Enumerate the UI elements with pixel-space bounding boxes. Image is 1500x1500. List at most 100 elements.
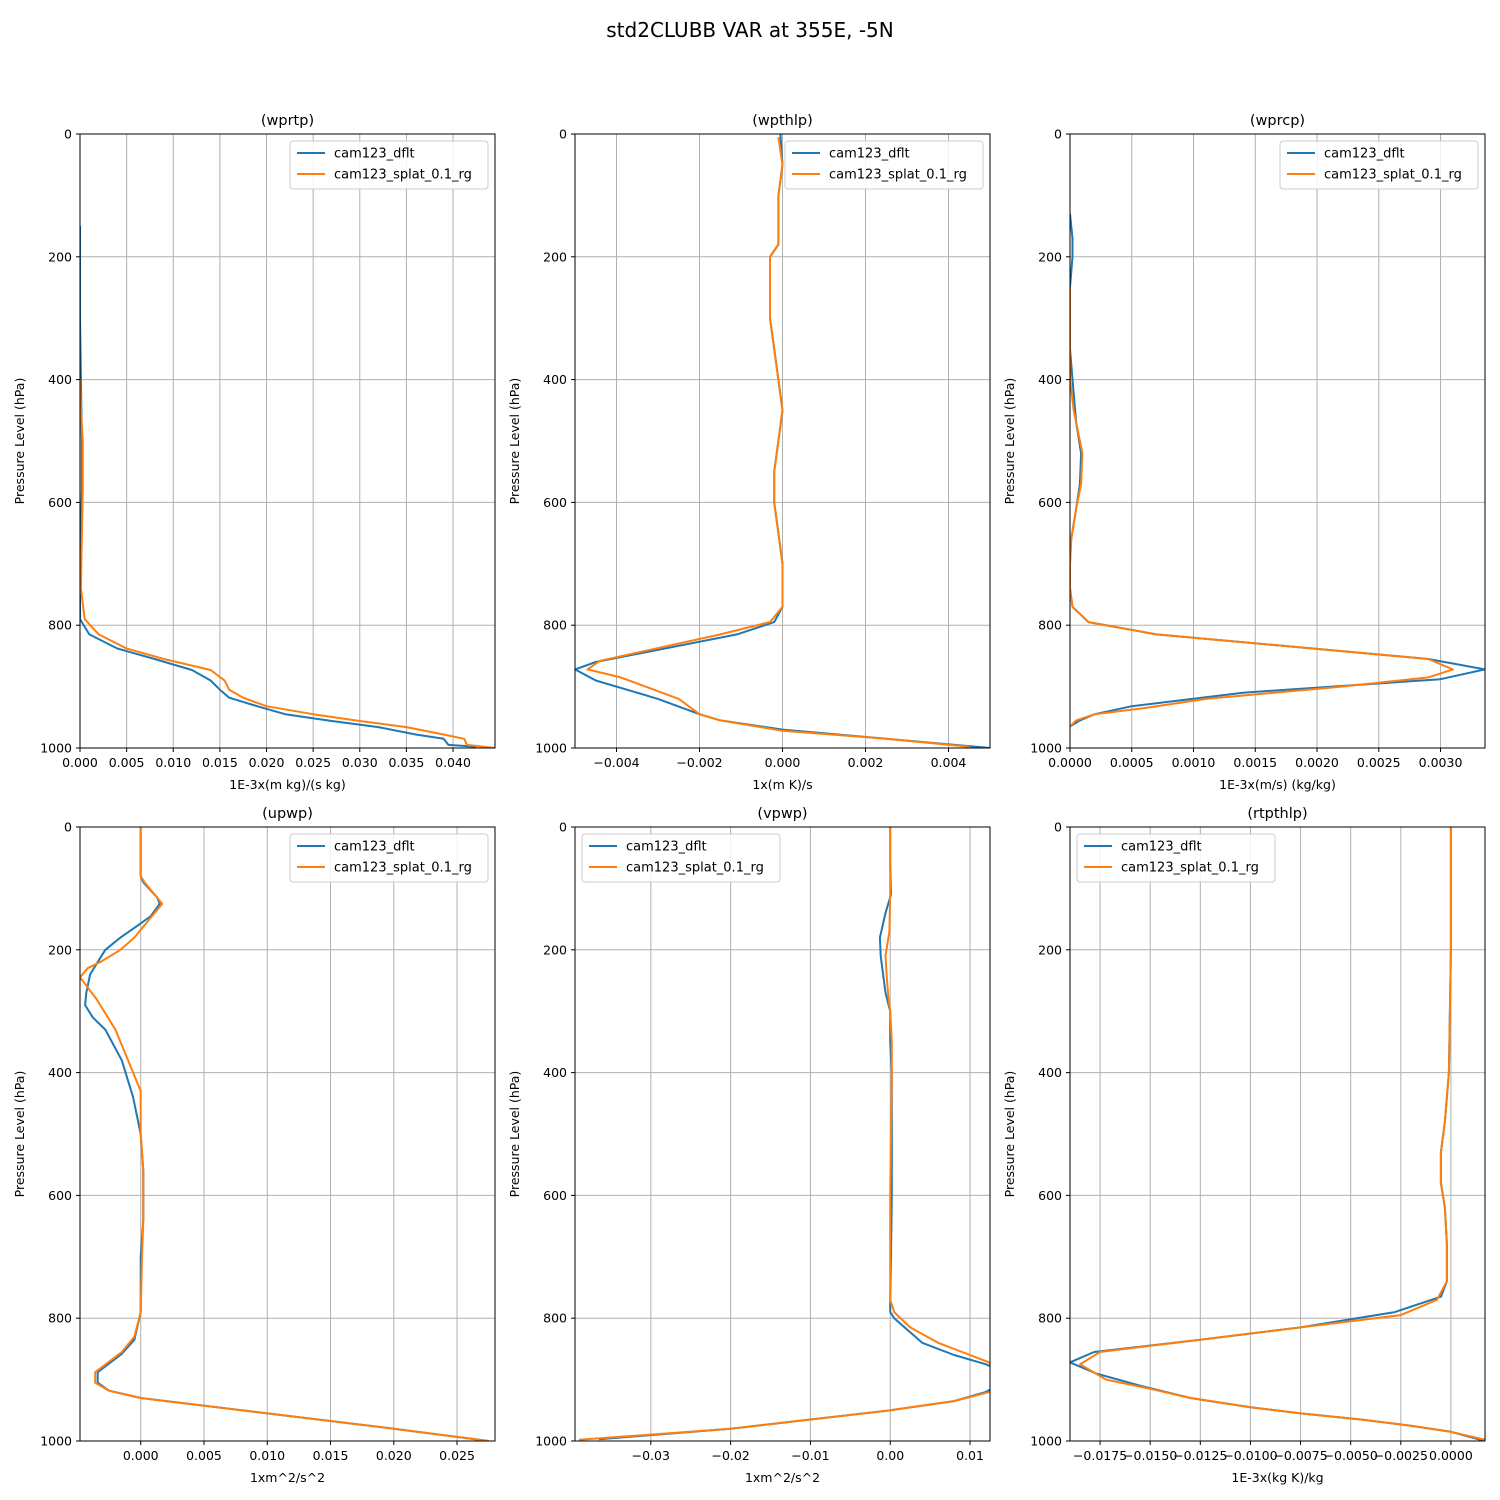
- chart-panel-6: −0.0175−0.0150−0.0125−0.0100−0.0075−0.00…: [1002, 806, 1486, 1485]
- y-tick-label: 800: [543, 618, 567, 633]
- figure-title: std2CLUBB VAR at 355E, -5N: [606, 18, 893, 42]
- y-tick-label: 600: [1038, 1188, 1062, 1203]
- y-tick-label: 0: [1054, 820, 1062, 835]
- x-tick-label: −0.0025: [1374, 1448, 1428, 1463]
- x-axis-label: 1xm^2/s^2: [250, 1470, 325, 1485]
- legend-label: cam123_splat_0.1_rg: [1324, 168, 1462, 183]
- x-tick-label: 0.0030: [1419, 755, 1463, 770]
- chart-panel-5: −0.03 −0.02 −0.01 0.00 0.01 0 200 400 600 800 1000…: [507, 806, 991, 1485]
- x-axis-label: 1E-3x(m/s) (kg/kg): [1219, 777, 1336, 792]
- legend-box: [1076, 833, 1276, 883]
- panel-title: (vpwp): [757, 806, 807, 822]
- panel-title: (wpthlp): [752, 113, 813, 129]
- y-tick-label: 200: [1038, 249, 1062, 264]
- y-tick-label: 0: [64, 820, 72, 835]
- panel-title: (rtpthlp): [1247, 806, 1307, 822]
- x-tick-label: 0.015: [202, 755, 238, 770]
- y-tick-label: 800: [1038, 1311, 1062, 1326]
- chart-panel-1: 0.000 0.005 0.010 0.015 0.020 0.025 0.030 0.035…: [12, 113, 496, 792]
- y-tick-label: 0: [559, 127, 567, 142]
- x-tick-label: −0.002: [676, 755, 722, 770]
- x-tick-label: −0.0050: [1324, 1448, 1378, 1463]
- x-tick-label: 0.030: [342, 755, 378, 770]
- legend-label: cam123_dflt: [626, 840, 707, 855]
- y-tick-label: 600: [48, 495, 72, 510]
- chart-panel-4: 0.000 0.005 0.010 0.015 0.020 0.025 0 200 400 600…: [12, 806, 496, 1485]
- y-tick-label: 0: [64, 127, 72, 142]
- legend: cam123_dflt cam123_splat_0.1_rg: [289, 833, 489, 883]
- x-axis-label: 1xm^2/s^2: [745, 1470, 820, 1485]
- y-tick-label: 0: [1054, 127, 1062, 142]
- y-tick-label: 0: [559, 820, 567, 835]
- x-tick-label: 0.0020: [1295, 755, 1339, 770]
- x-tick-label: −0.01: [791, 1448, 829, 1463]
- y-axis-label: Pressure Level (hPa): [507, 1071, 522, 1198]
- legend-box: [289, 140, 489, 190]
- x-axis-label: 1x(m K)/s: [752, 777, 812, 792]
- axes-frame: [1069, 133, 1486, 749]
- axes-frame: [79, 826, 496, 1442]
- legend-label: cam123_dflt: [334, 147, 415, 162]
- x-tick-label: 0.010: [155, 755, 191, 770]
- x-tick-label: −0.03: [632, 1448, 670, 1463]
- series-line-cam123_splat_0.1_rg: [578, 827, 990, 1441]
- x-tick-label: 0.010: [249, 1448, 285, 1463]
- panel-title: (wprtp): [261, 113, 314, 129]
- y-tick-label: 400: [1038, 372, 1062, 387]
- series-line-cam123_splat_0.1_rg: [80, 827, 489, 1441]
- x-tick-label: 0.020: [376, 1448, 412, 1463]
- x-tick-label: −0.0100: [1223, 1448, 1277, 1463]
- y-tick-label: 200: [48, 249, 72, 264]
- axes-frame: [574, 826, 991, 1442]
- y-tick-label: 400: [543, 372, 567, 387]
- series-line-cam123_splat_0.1_rg: [1070, 287, 1454, 728]
- x-axis-label: 1E-3x(kg K)/kg: [1231, 1470, 1323, 1485]
- legend-box: [289, 833, 489, 883]
- series-line-cam123_dflt: [1070, 213, 1485, 728]
- x-tick-label: −0.0175: [1073, 1448, 1127, 1463]
- legend: cam123_dflt cam123_splat_0.1_rg: [784, 140, 984, 190]
- chart-panel-3: 0.0000 0.0005 0.0010 0.0015 0.0020 0.0025 0.00…: [1002, 113, 1486, 792]
- series-line-cam123_splat_0.1_rg: [1079, 827, 1485, 1441]
- x-tick-label: −0.0150: [1123, 1448, 1177, 1463]
- x-tick-label: 0.01: [956, 1448, 984, 1463]
- legend: cam123_dflt cam123_splat_0.1_rg: [289, 140, 489, 190]
- y-tick-label: 400: [543, 1065, 567, 1080]
- y-tick-label: 600: [1038, 495, 1062, 510]
- x-tick-label: 0.000: [62, 755, 98, 770]
- x-tick-label: −0.02: [711, 1448, 749, 1463]
- axes-frame: [79, 133, 496, 749]
- y-tick-label: 1000: [535, 1434, 567, 1449]
- legend-label: cam123_dflt: [829, 147, 910, 162]
- x-tick-label: −0.0125: [1173, 1448, 1227, 1463]
- y-tick-label: 600: [48, 1188, 72, 1203]
- y-tick-label: 200: [48, 942, 72, 957]
- legend-box: [1279, 140, 1479, 190]
- panels: 0.000 0.005 0.010 0.015 0.020 0.025 0.030 0.035…: [12, 113, 1486, 1485]
- x-tick-label: 0.000: [765, 755, 801, 770]
- y-axis-label: Pressure Level (hPa): [1002, 378, 1017, 505]
- legend-label: cam123_dflt: [334, 840, 415, 855]
- y-axis-label: Pressure Level (hPa): [12, 1071, 27, 1198]
- x-tick-label: 0.0015: [1233, 755, 1277, 770]
- legend-label: cam123_dflt: [1121, 840, 1202, 855]
- legend-label: cam123_splat_0.1_rg: [334, 168, 472, 183]
- panel-title: (upwp): [262, 806, 313, 822]
- legend-label: cam123_splat_0.1_rg: [829, 168, 967, 183]
- legend: cam123_dflt cam123_splat_0.1_rg: [1076, 833, 1276, 883]
- x-tick-label: −0.004: [593, 755, 639, 770]
- legend: cam123_dflt cam123_splat_0.1_rg: [581, 833, 781, 883]
- series-line-cam123_splat_0.1_rg: [80, 379, 495, 748]
- y-tick-label: 200: [543, 249, 567, 264]
- x-tick-label: 0.005: [109, 755, 145, 770]
- y-axis-label: Pressure Level (hPa): [507, 378, 522, 505]
- y-tick-label: 400: [48, 1065, 72, 1080]
- panel-title: (wprcp): [1250, 113, 1305, 129]
- y-tick-label: 1000: [535, 741, 567, 756]
- y-tick-label: 800: [48, 1311, 72, 1326]
- x-axis-label: 1E-3x(m kg)/(s kg): [229, 777, 345, 792]
- legend-label: cam123_splat_0.1_rg: [1121, 861, 1259, 876]
- x-tick-label: 0.004: [931, 755, 967, 770]
- legend-label: cam123_splat_0.1_rg: [334, 861, 472, 876]
